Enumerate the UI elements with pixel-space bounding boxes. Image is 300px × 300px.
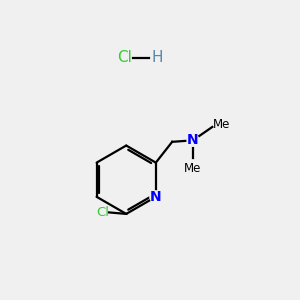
Circle shape <box>187 134 199 146</box>
Text: N: N <box>150 190 162 204</box>
Text: Me: Me <box>213 118 230 131</box>
Text: Me: Me <box>184 162 202 175</box>
Text: N: N <box>187 133 199 147</box>
Text: Cl: Cl <box>96 206 109 219</box>
Circle shape <box>150 191 162 203</box>
Text: H: H <box>152 50 163 65</box>
Text: Cl: Cl <box>117 50 132 65</box>
